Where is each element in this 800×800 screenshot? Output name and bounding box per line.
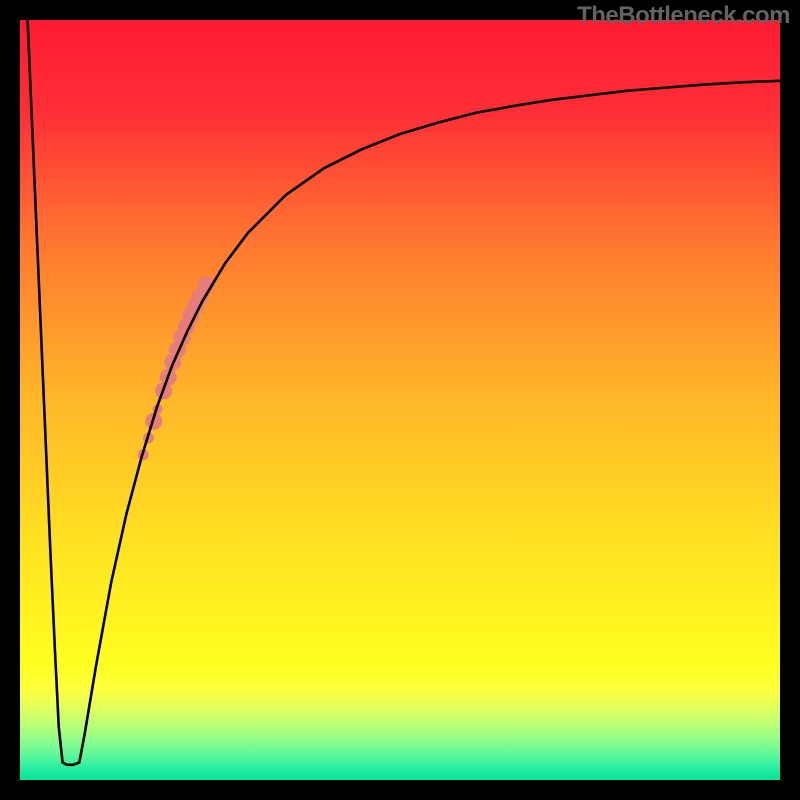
bottleneck-chart-svg bbox=[0, 0, 800, 800]
chart-stage: TheBottleneck.com bbox=[0, 0, 800, 800]
watermark-text: TheBottleneck.com bbox=[577, 2, 790, 30]
